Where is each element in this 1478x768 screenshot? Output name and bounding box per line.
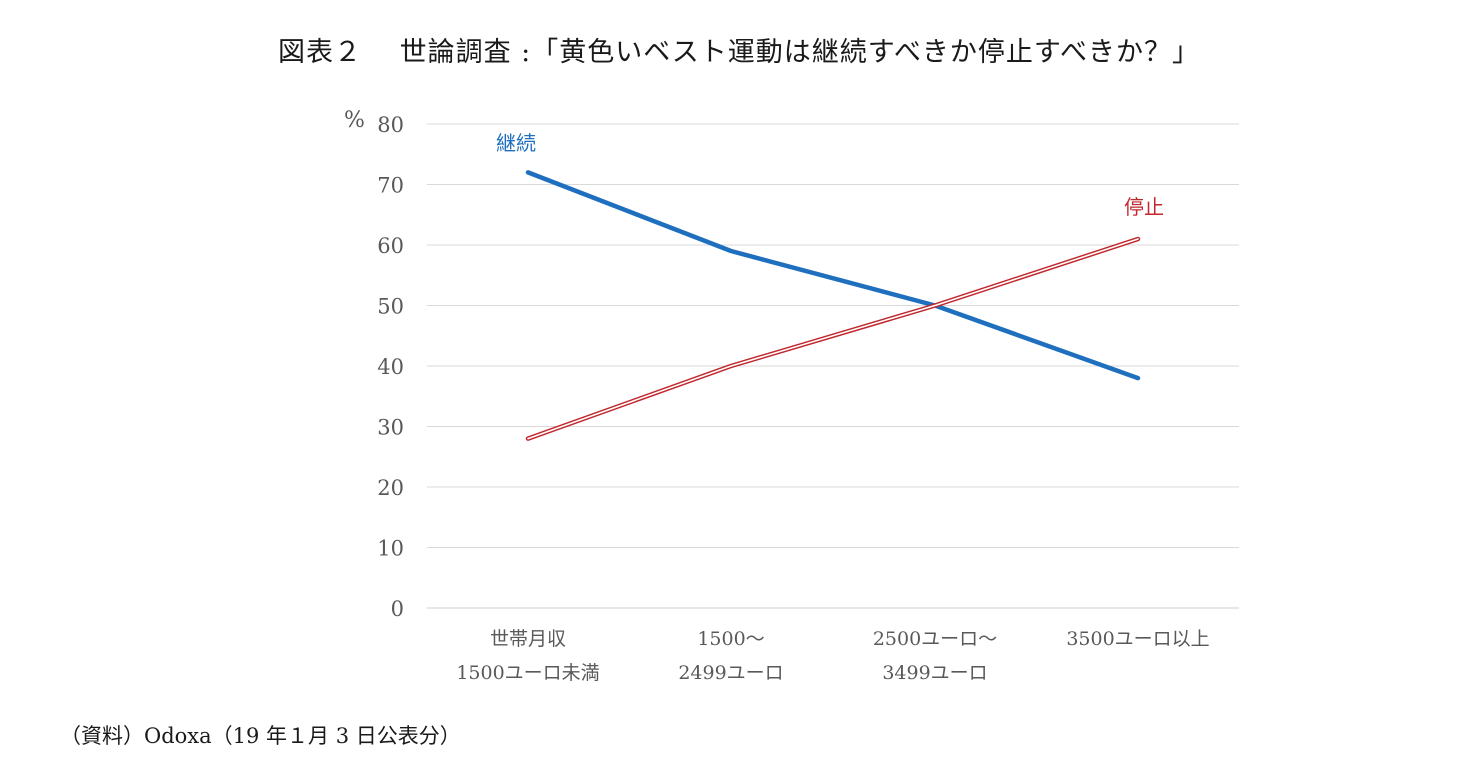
y-axis-unit: % xyxy=(344,108,365,133)
x-category-label: 1500ユーロ未満 xyxy=(456,662,599,684)
series-label-stop: 停止 xyxy=(1124,195,1164,219)
source-note: （資料）Odoxa（19 年１月 3 日公表分） xyxy=(60,724,461,748)
x-category-label: 1500～ xyxy=(697,628,764,650)
x-category-label: 3500ユーロ以上 xyxy=(1066,628,1209,650)
y-axis-ticks: 0 10 20 30 40 50 60 70 80 xyxy=(377,113,404,621)
chart-title: 図表２ 世論調査 :「黄色いベスト運動は継続すべきか停止すべきか？」 xyxy=(277,37,1201,68)
y-tick-label: 70 xyxy=(377,174,404,198)
series-line-continue xyxy=(525,170,1141,381)
y-tick-label: 10 xyxy=(377,537,404,561)
y-tick-label: 30 xyxy=(377,416,404,440)
series-lines xyxy=(525,170,1141,441)
x-category-label: 世帯月収 xyxy=(490,628,566,650)
x-category-label: 3499ユーロ xyxy=(882,662,987,684)
y-tick-label: 20 xyxy=(377,476,404,500)
series-label-continue: 継続 xyxy=(496,131,536,155)
series-line-stop-inner xyxy=(527,238,1139,440)
x-category-label: 2500ユーロ～ xyxy=(873,628,997,650)
y-tick-label: 40 xyxy=(377,355,404,379)
x-category-label: 2499ユーロ xyxy=(678,662,783,684)
y-tick-label: 50 xyxy=(377,295,404,319)
y-tick-label: 0 xyxy=(391,597,404,621)
y-tick-label: 80 xyxy=(377,113,404,137)
gridlines xyxy=(427,123,1239,609)
x-axis-categories: 世帯月収 1500ユーロ未満 1500～ 2499ユーロ 2500ユーロ～ 3499ユーロ… xyxy=(456,628,1209,684)
y-tick-label: 60 xyxy=(377,234,404,258)
